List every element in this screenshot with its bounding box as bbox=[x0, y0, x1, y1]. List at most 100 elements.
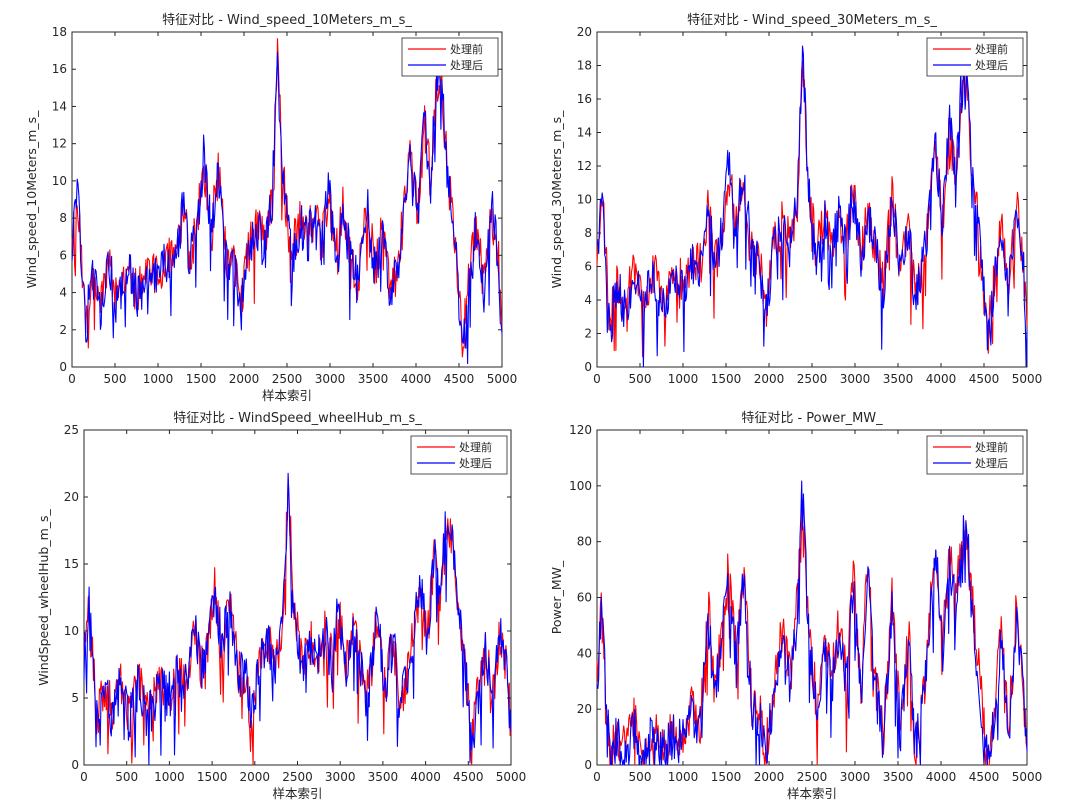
y-tick-label: 2 bbox=[59, 323, 67, 337]
y-tick-label: 14 bbox=[52, 99, 67, 113]
y-tick-label: 100 bbox=[569, 479, 592, 493]
y-axis-label: WindSpeed_wheelHub_m_s_ bbox=[36, 508, 51, 685]
y-tick-label: 0 bbox=[584, 360, 592, 374]
x-tick-label: 1000 bbox=[668, 770, 699, 784]
chart-title: 特征对比 - Wind_speed_30Meters_m_s_ bbox=[687, 13, 937, 28]
x-tick-label: 5000 bbox=[496, 770, 527, 784]
y-tick-label: 18 bbox=[52, 25, 67, 39]
legend-label: 处理前 bbox=[975, 440, 1008, 454]
chart-3: 0 500 1000 1500 2000 2500 3000 3500 4000 4500 5000… bbox=[36, 411, 526, 801]
y-tick-label: 16 bbox=[52, 62, 67, 76]
legend-label: 处理后 bbox=[450, 59, 483, 72]
x-axis-label: 样本索引 bbox=[262, 388, 312, 403]
x-tick-label: 3500 bbox=[358, 372, 389, 386]
y-tick-label: 4 bbox=[584, 293, 592, 307]
y-tick-label: 60 bbox=[577, 591, 592, 605]
axes-box bbox=[596, 429, 1028, 766]
y-tick-label: 5 bbox=[71, 691, 79, 705]
y-tick-label: 10 bbox=[52, 174, 67, 188]
series-line-after bbox=[596, 480, 1028, 766]
x-tick-label: 4000 bbox=[410, 770, 441, 784]
x-tick-label: 5000 bbox=[487, 372, 518, 386]
x-tick-label: 4500 bbox=[453, 770, 484, 784]
y-tick-label: 0 bbox=[71, 758, 79, 772]
y-tick-label: 12 bbox=[52, 137, 67, 151]
x-tick-label: 1500 bbox=[197, 770, 228, 784]
legend-label: 处理前 bbox=[975, 42, 1008, 56]
y-axis-label: Wind_speed_30Meters_m_s_ bbox=[549, 110, 564, 288]
x-tick-label: 3500 bbox=[883, 770, 914, 784]
y-tick-label: 16 bbox=[577, 92, 592, 106]
chart-4: 0 500 1000 1500 2000 2500 3000 3500 4000 4500 5000… bbox=[549, 411, 1042, 801]
series-line-after bbox=[71, 51, 503, 365]
x-tick-label: 1000 bbox=[668, 372, 699, 386]
y-tick-label: 8 bbox=[584, 226, 592, 240]
series-line-before bbox=[83, 476, 512, 766]
x-tick-label: 0 bbox=[593, 372, 601, 386]
x-tick-label: 1500 bbox=[711, 770, 742, 784]
x-tick-label: 2000 bbox=[229, 372, 260, 386]
x-tick-label: 3000 bbox=[325, 770, 356, 784]
x-tick-label: 2500 bbox=[272, 372, 303, 386]
y-tick-label: 4 bbox=[59, 286, 67, 300]
y-tick-label: 10 bbox=[64, 624, 79, 638]
legend-box bbox=[410, 435, 508, 475]
y-tick-label: 40 bbox=[577, 646, 592, 660]
series-line-after bbox=[596, 45, 1028, 368]
y-tick-label: 0 bbox=[59, 360, 67, 374]
x-tick-label: 500 bbox=[629, 372, 652, 386]
x-tick-label: 3000 bbox=[840, 372, 871, 386]
legend-label: 处理后 bbox=[975, 59, 1008, 72]
x-tick-label: 2000 bbox=[240, 770, 271, 784]
y-tick-label: 6 bbox=[59, 248, 67, 262]
x-tick-label: 1000 bbox=[154, 770, 185, 784]
legend-label: 处理后 bbox=[459, 457, 492, 470]
x-tick-label: 1500 bbox=[711, 372, 742, 386]
x-tick-label: 1500 bbox=[186, 372, 217, 386]
chart-title: 特征对比 - Power_MW_ bbox=[741, 411, 883, 426]
x-tick-label: 500 bbox=[629, 770, 652, 784]
y-tick-label: 8 bbox=[59, 211, 67, 225]
y-axis-label: Power_MW_ bbox=[549, 560, 564, 634]
legend-box bbox=[926, 37, 1024, 77]
x-tick-label: 4500 bbox=[444, 372, 475, 386]
legend-box bbox=[926, 435, 1024, 475]
x-tick-label: 0 bbox=[68, 372, 76, 386]
y-axis-label: Wind_speed_10Meters_m_s_ bbox=[24, 110, 39, 288]
x-tick-label: 500 bbox=[115, 770, 138, 784]
x-tick-label: 0 bbox=[80, 770, 88, 784]
x-tick-label: 2500 bbox=[797, 770, 828, 784]
x-tick-label: 3000 bbox=[315, 372, 346, 386]
chart-2: 0 500 1000 1500 2000 2500 3000 3500 4000 4500 5000… bbox=[549, 13, 1042, 386]
x-tick-label: 4000 bbox=[926, 770, 957, 784]
x-tick-label: 3500 bbox=[368, 770, 399, 784]
y-tick-label: 18 bbox=[577, 59, 592, 73]
x-tick-label: 3500 bbox=[883, 372, 914, 386]
y-tick-label: 6 bbox=[584, 260, 592, 274]
chart-title: 特征对比 - Wind_speed_10Meters_m_s_ bbox=[162, 13, 412, 28]
legend-label: 处理后 bbox=[975, 457, 1008, 470]
y-tick-label: 0 bbox=[584, 758, 592, 772]
y-tick-label: 20 bbox=[577, 25, 592, 39]
x-tick-label: 4000 bbox=[401, 372, 432, 386]
y-tick-label: 14 bbox=[577, 126, 592, 140]
series-line-after bbox=[83, 472, 512, 766]
y-tick-label: 20 bbox=[64, 490, 79, 504]
legend-label: 处理前 bbox=[450, 42, 483, 56]
x-tick-label: 2000 bbox=[754, 372, 785, 386]
y-tick-label: 120 bbox=[569, 423, 592, 437]
x-axis-label: 样本索引 bbox=[272, 786, 322, 801]
chart-1: 0 500 1000 1500 2000 2500 3000 3500 4000 4500 5000… bbox=[24, 13, 517, 403]
x-tick-label: 5000 bbox=[1012, 372, 1043, 386]
x-tick-label: 2000 bbox=[754, 770, 785, 784]
y-tick-label: 2 bbox=[584, 327, 592, 341]
legend-box bbox=[401, 37, 499, 77]
chart-title: 特征对比 - WindSpeed_wheelHub_m_s_ bbox=[173, 411, 422, 426]
x-tick-label: 3000 bbox=[840, 770, 871, 784]
x-tick-label: 2500 bbox=[282, 770, 313, 784]
